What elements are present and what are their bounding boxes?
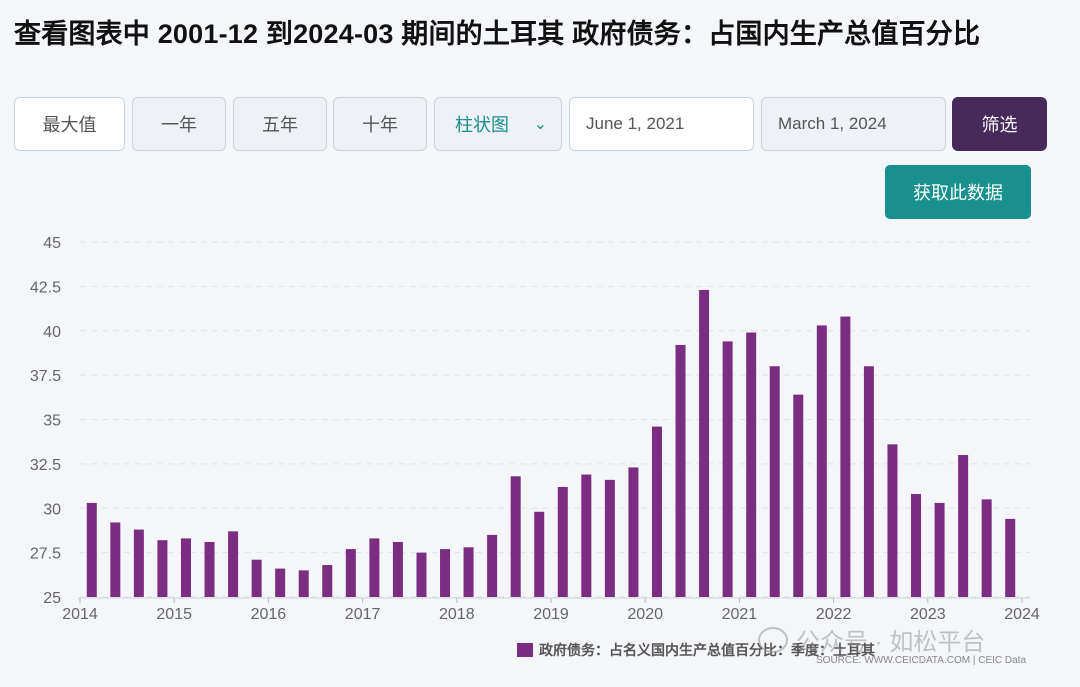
page-title: 查看图表中 2001-12 到2024-03 期间的土耳其 政府债务：占国内生产…: [14, 19, 981, 49]
y-tick-label: 42.5: [30, 279, 61, 296]
x-tick-label: 2019: [533, 606, 569, 623]
bar: [675, 344, 686, 597]
x-tick-label: 2017: [345, 606, 381, 623]
bar-chart: 25 27.5 30 32.5 35 37.5 40 42.5 45 2014 2015 2016 20…: [30, 235, 1040, 623]
wechat-logo-icon: [758, 626, 788, 653]
bar: [487, 534, 498, 597]
bar: [722, 341, 733, 597]
bar: [816, 325, 827, 597]
bar: [628, 467, 639, 597]
bar: [911, 494, 922, 597]
filter-button[interactable]: 筛选: [952, 97, 1047, 151]
bar: [534, 511, 545, 597]
bar: [958, 455, 969, 597]
y-tick-label: 25: [43, 590, 61, 607]
bar: [86, 502, 97, 597]
date-to-input[interactable]: March 1, 2024: [761, 97, 946, 151]
bar: [699, 289, 710, 597]
y-tick-label: 40: [43, 324, 61, 341]
range-5y-button[interactable]: 五年: [233, 97, 327, 151]
bar: [275, 568, 286, 597]
x-tick-label: 2020: [627, 606, 663, 623]
bar: [204, 541, 215, 597]
x-tick-label: 2018: [439, 606, 475, 623]
legend-label: 政府债务：占名义国内生产总值百分比：季度：土耳其: [539, 642, 875, 658]
fetch-data-button[interactable]: 获取此数据: [885, 165, 1031, 219]
bar: [440, 549, 451, 597]
watermark: 公众号 · 如松平台: [758, 622, 985, 657]
watermark-text: 公众号 · 如松平台: [796, 629, 986, 656]
x-tick-label: 2014: [62, 606, 98, 623]
bar: [228, 531, 239, 597]
bar: [392, 541, 403, 597]
bar: [651, 426, 662, 597]
y-tick-label: 30: [43, 501, 61, 518]
chart-type-value: 柱状图: [455, 115, 509, 135]
bar: [863, 366, 874, 597]
bar: [322, 565, 333, 597]
bar: [157, 540, 168, 597]
bar: [510, 476, 521, 597]
range-10y-button[interactable]: 十年: [333, 97, 427, 151]
y-tick-label: 37.5: [30, 368, 61, 385]
x-tick-label: 2024: [1004, 606, 1040, 623]
x-tick-label: 2021: [722, 606, 758, 623]
bar: [604, 479, 615, 597]
bar: [769, 366, 780, 597]
range-1y-button[interactable]: 一年: [132, 97, 226, 151]
bar: [369, 538, 380, 597]
x-tick-label: 2022: [816, 606, 852, 623]
source-credit: SOURCE: WWW.CEICDATA.COM | CEIC Data: [816, 655, 1027, 666]
bar: [251, 559, 262, 597]
bar: [840, 316, 851, 597]
y-tick-label: 27.5: [30, 546, 61, 563]
date-from-input[interactable]: June 1, 2021: [569, 97, 754, 151]
range-max-button[interactable]: 最大值: [14, 97, 125, 151]
bar: [133, 529, 144, 597]
chart-type-select[interactable]: 柱状图 ⌄: [434, 97, 562, 151]
x-tick-label: 2015: [156, 606, 192, 623]
legend-swatch: [517, 643, 533, 657]
y-tick-label: 35: [43, 413, 61, 430]
bar: [746, 332, 757, 597]
bar: [1005, 518, 1016, 597]
y-tick-label: 32.5: [30, 457, 61, 474]
bar: [416, 552, 427, 597]
x-tick-label: 2023: [910, 606, 946, 623]
chevron-down-icon: ⌄: [533, 116, 547, 133]
bar: [557, 486, 568, 597]
bar: [793, 394, 804, 597]
bar: [298, 570, 309, 597]
bar: [981, 499, 992, 597]
bar: [345, 549, 356, 597]
x-tick-label: 2016: [251, 606, 287, 623]
bar: [887, 444, 898, 597]
bar: [110, 522, 121, 597]
bar: [934, 502, 945, 597]
y-tick-label: 45: [43, 235, 61, 252]
bar: [463, 547, 474, 597]
bar: [581, 474, 592, 597]
bar: [180, 538, 191, 597]
chart-legend: 政府债务：占名义国内生产总值百分比：季度：土耳其: [517, 640, 875, 660]
